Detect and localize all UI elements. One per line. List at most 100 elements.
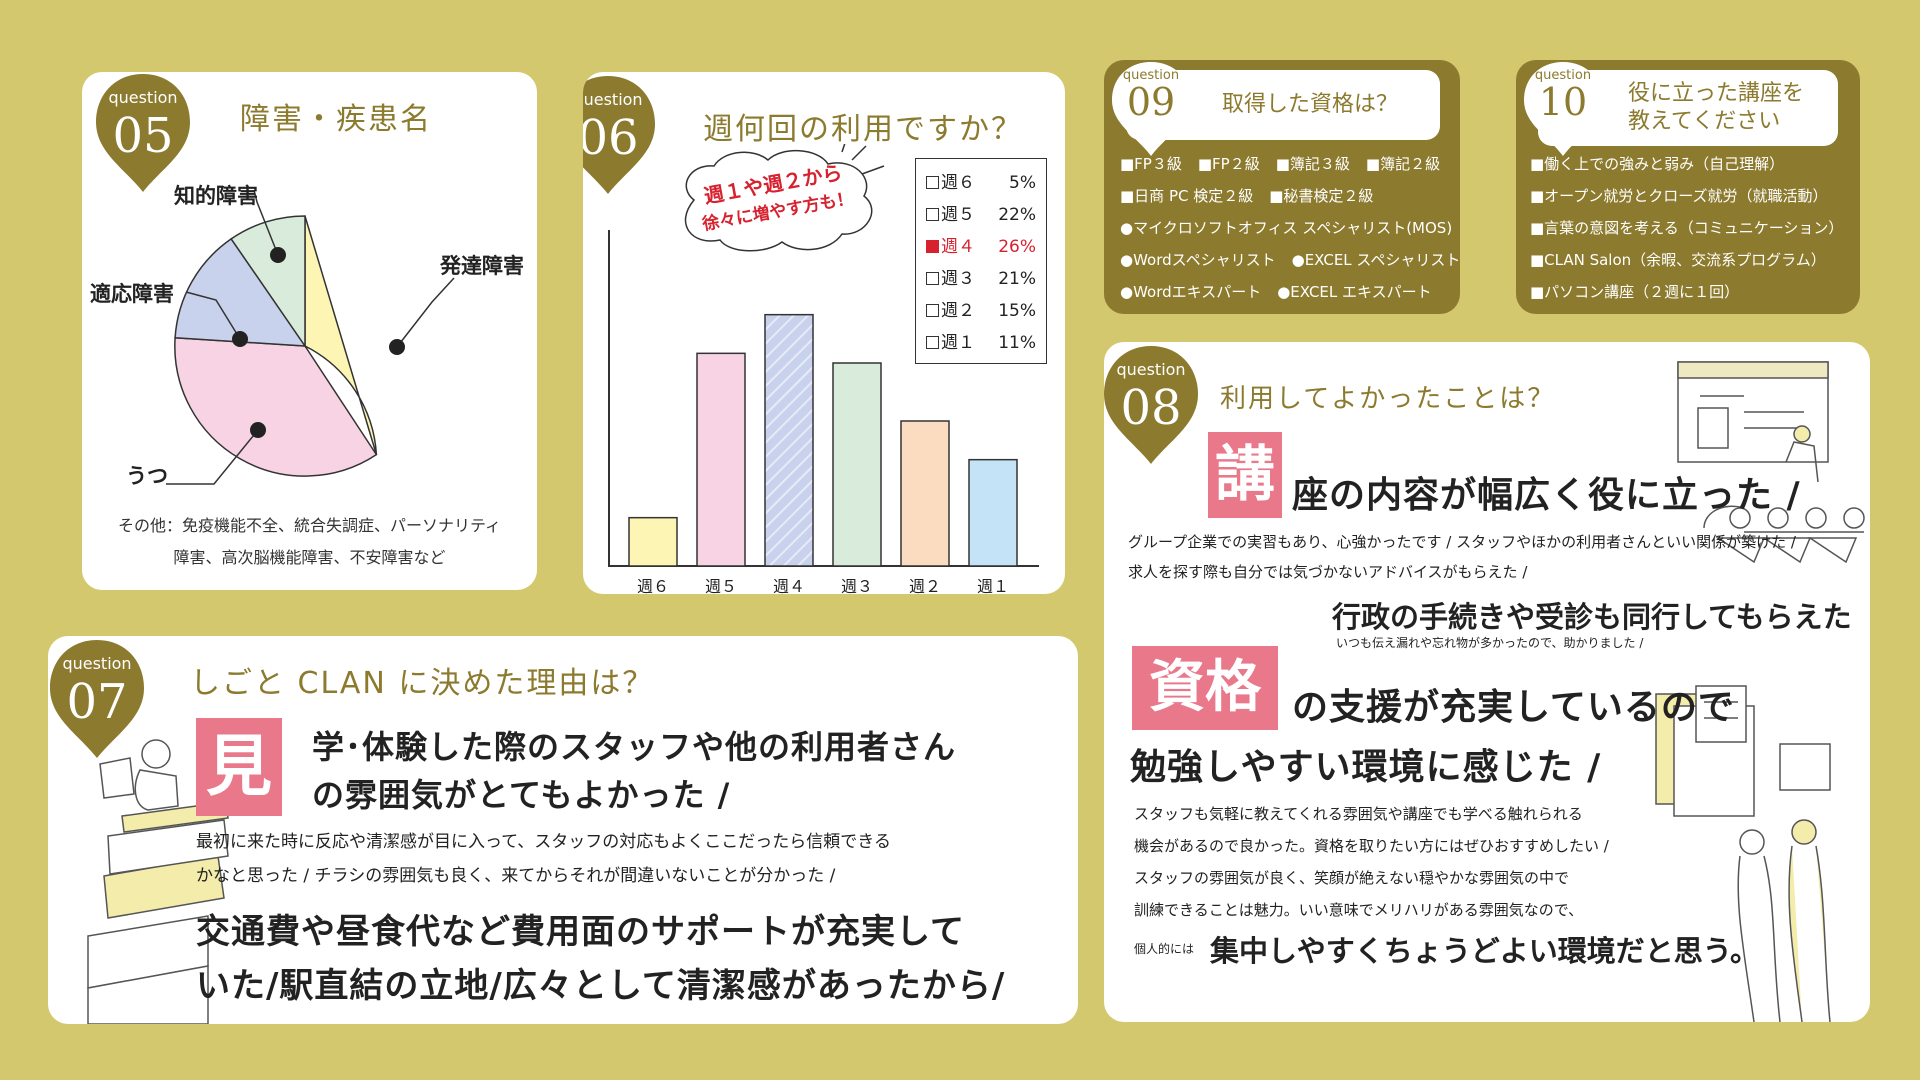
q05-badge: question 05 (90, 72, 196, 194)
legend-item: 週２ 15% (926, 295, 1036, 327)
q09-list: ■FP３級 ■FP２級 ■簿記３級 ■簿記２級 ■日商 PC 検定２級 ■秘書検定２級 … (1120, 148, 1460, 308)
q06-title: 週何回の利用ですか？ (703, 112, 1023, 147)
question-label: question (583, 90, 643, 109)
legend-item: 週６ 5% (926, 167, 1036, 199)
q07-card: question 07 しごと CLAN に決めた理由は？ 見 学･体験した際の… (48, 636, 1078, 1024)
q06-badge: question 06 (583, 72, 661, 196)
pie-slice-utsu (174, 337, 378, 477)
qualification-item: ●EXCEL エキスパート (1277, 283, 1432, 301)
course-item: ■パソコン講座（２週に１回） (1530, 283, 1740, 301)
badge-drop-shape (1104, 346, 1198, 464)
badge-drop-shape (583, 76, 655, 194)
q07-badge: question 07 (48, 636, 150, 760)
legend-value: 26% (998, 237, 1036, 257)
question-number: 10 (1538, 80, 1588, 124)
q10-title-line-2: 教えてください (1628, 109, 1781, 134)
legend-value: 22% (998, 205, 1036, 225)
x-tick-label: 週３ (841, 577, 873, 596)
q05-card: question 05 障害・疾患名 発達障害 知的障害 適応障害 うつ その他… (82, 72, 537, 590)
q05-note: その他：免疫機能不全、統合失調症、パーソナリティ 障害、高次脳機能障害、不安障害… (82, 510, 537, 574)
q08-prefix-4: 個人的には (1134, 942, 1195, 956)
q09-row-2: ■日商 PC 検定２級 ■秘書検定２級 (1120, 180, 1460, 212)
q08-head-2: 行政の手続きや受診も同行してもらえた (1332, 600, 1852, 634)
dot-tekio (232, 331, 248, 347)
pie-slice-chiteki (230, 215, 306, 349)
x-tick-label: 週５ (705, 577, 737, 596)
course-item: ■オープン就労とクローズ就労（就職活動） (1530, 187, 1828, 205)
dot-chiteki (270, 247, 286, 263)
qualification-item: ■FP３級 (1120, 155, 1182, 173)
q08-card: question 08 利用してよかったことは？ 講 座の内容が幅広く役に立った… (1104, 342, 1870, 1022)
q10-list: ■働く上での強みと弱み（自己理解） ■オープン就労とクローズ就労（就職活動） ■言葉… (1530, 148, 1843, 308)
bar-6 (968, 458, 1018, 567)
legend-checkbox-icon (926, 240, 939, 253)
bar-4 (832, 362, 882, 567)
q08-sub-3c: スタッフの雰囲気が良く、笑顔が絶えない穏やかな雰囲気の中で (1134, 869, 1570, 887)
question-label: question (62, 654, 132, 673)
q07-title: しごと CLAN に決めた理由は？ (190, 666, 655, 701)
qualification-item: ●Wordエキスパート (1120, 283, 1262, 301)
question-number: 05 (112, 108, 174, 164)
office-illustration (1655, 361, 1865, 1022)
q07-sub-1a: 最初に来た時に反応や清潔感が目に入って、スタッフの対応もよくここだったら信頼でき… (196, 832, 891, 852)
qualification-item: ●Wordスペシャリスト (1120, 251, 1276, 269)
bar-legend: 週６ 5% 週５ 22% 週４ 26% 週３ 21% 週２ 15% 週１ 11% (915, 158, 1047, 364)
qualification-item: ■FP２級 (1197, 155, 1260, 173)
leader-utsu (166, 429, 259, 485)
question-label: question (1116, 360, 1186, 379)
q08-sub-3a: スタッフも気軽に教えてくれる雰囲気や講座でも学べる触れられる (1134, 805, 1583, 823)
kanji-mi: 見 (196, 718, 282, 816)
q06-bar-chart: 週６ 週５ 週４ 週３ 週２ 週１ (608, 230, 1039, 596)
dot-hattatsu (389, 339, 405, 355)
chart-axis (608, 230, 1039, 567)
q09-row-1: ■FP３級 ■FP２級 ■簿記３級 ■簿記２級 (1120, 148, 1460, 180)
q07-head-2a: 交通費や昼食代など費用面のサポートが充実して (196, 912, 965, 952)
q09-badge: question 09 (1108, 60, 1194, 158)
q08-head-1: 座の内容が幅広く役に立った / (1292, 475, 1801, 516)
legend-value: 15% (998, 301, 1036, 321)
legend-checkbox-icon (926, 304, 939, 317)
legend-value: 5% (1009, 173, 1036, 193)
q07-head-1a: 学･体験した際のスタッフや他の利用者さん (312, 728, 957, 766)
label-tekio: 適応障害 (90, 282, 174, 306)
pie-slice-tekio (174, 237, 307, 347)
course-item: ■言葉の意図を考える（コミュニケーション） (1530, 219, 1844, 237)
speech-bubble (684, 144, 885, 252)
legend-checkbox-icon (926, 208, 939, 221)
leader-chiteki (253, 189, 279, 256)
q09-row-5: ●Wordエキスパート ●EXCEL エキスパート (1120, 276, 1460, 308)
q08-sub-1a: グループ企業での実習もあり、心強かったです / スタッフやほかの利用者さんといい… (1128, 533, 1796, 551)
q08-sub-2: いつも伝え漏れや忘れ物が多かったので、助かりました / (1336, 636, 1644, 650)
bar-2 (696, 352, 746, 567)
kanji-kou: 講 (1208, 432, 1282, 518)
legend-label: 週３ (926, 263, 975, 295)
legend-label: 週２ (926, 295, 975, 327)
q07-head-1b: の雰囲気がとてもよかった / (312, 776, 731, 814)
badge-drop-shape (50, 640, 144, 758)
qualification-item: ■簿記２級 (1365, 155, 1441, 173)
badge-drop-shape (1524, 62, 1602, 156)
q08-sub-3b: 機会があるので良かった。資格を取りたい方にはぜひおすすめしたい / (1134, 837, 1609, 855)
legend-checkbox-icon (926, 336, 939, 349)
question-number: 09 (1126, 80, 1176, 124)
q10-badge: question 10 (1520, 60, 1606, 158)
label-hattatsu: 発達障害 (440, 254, 524, 278)
label-utsu: うつ (126, 464, 168, 488)
q08-head-3a: の支援が充実しているので (1292, 687, 1735, 728)
question-number: 07 (66, 674, 128, 730)
legend-checkbox-icon (926, 272, 939, 285)
kanji-shikaku: 資格 (1132, 646, 1278, 730)
leader-tekio (185, 291, 241, 340)
x-tick-label: 週２ (909, 577, 941, 596)
legend-checkbox-icon (926, 176, 939, 189)
q08-sub-1b: 求人を探す際も自分では気づかないアドバイスがもらえた / (1128, 563, 1528, 581)
q08-badge: question 08 (1104, 342, 1204, 466)
note-line-2: 障害、高次脳機能障害、不安障害など (173, 548, 446, 567)
legend-item: 週５ 22% (926, 199, 1036, 231)
legend-label: 週５ (926, 199, 975, 231)
label-chiteki: 知的障害 (174, 184, 258, 208)
qualification-item: ■日商 PC 検定２級 (1120, 187, 1254, 205)
question-label: question (108, 88, 178, 107)
legend-label: 週４ (926, 231, 975, 263)
legend-label: 週１ (926, 327, 975, 359)
